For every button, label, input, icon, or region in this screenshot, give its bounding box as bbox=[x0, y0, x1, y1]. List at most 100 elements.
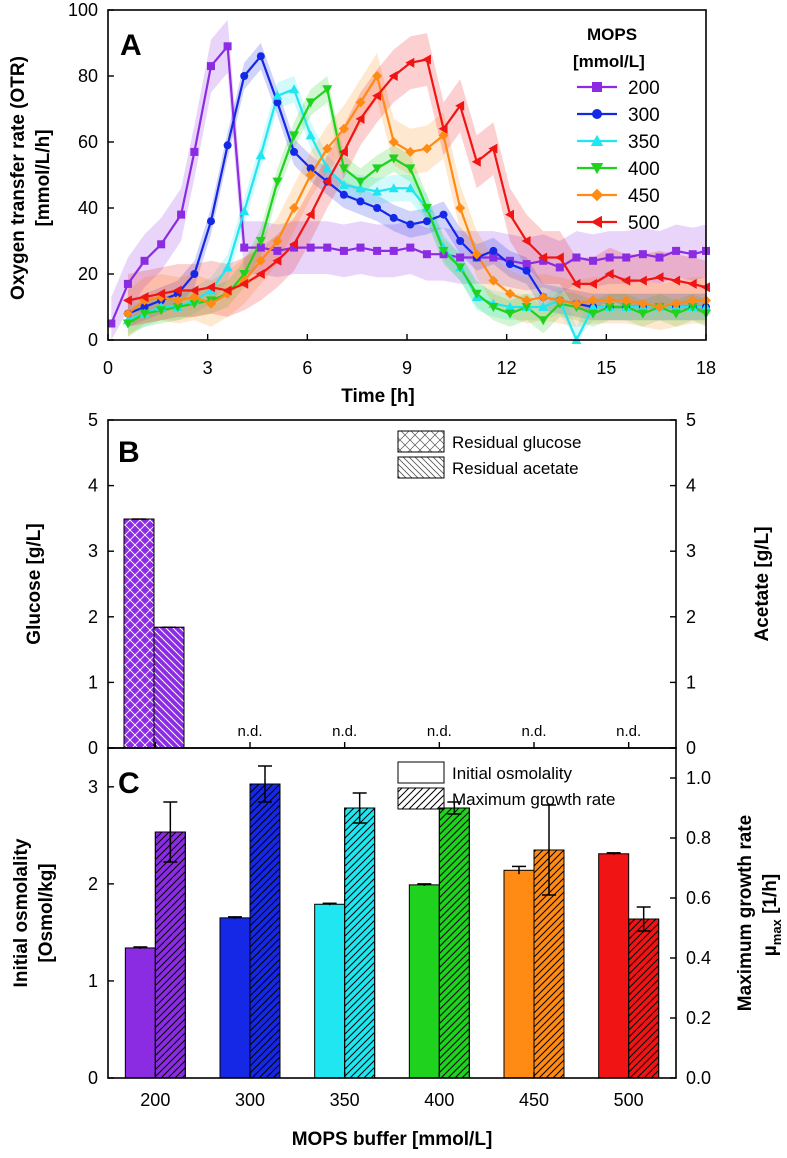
otr-point-450 bbox=[322, 143, 333, 154]
otr-point-200 bbox=[389, 246, 398, 255]
otr-point-400 bbox=[421, 204, 432, 213]
acetate-y-tick-label: 0 bbox=[686, 738, 696, 758]
otr-legend: MOPS [mmol/L] 200 300 350 400 450 500 bbox=[573, 25, 660, 234]
otr-point-500 bbox=[455, 100, 465, 111]
otr-point-450 bbox=[538, 292, 549, 303]
osmolality-plot-frame bbox=[107, 747, 677, 1079]
otr-y-tick-label: 40 bbox=[78, 198, 98, 218]
legend-label-osmolality: Initial osmolality bbox=[452, 764, 572, 783]
residual-legend: Residual glucose Residual acetate bbox=[397, 430, 581, 479]
growth-y-tick-label: 0.8 bbox=[686, 828, 711, 848]
acetate-axis-label: Acetate [g/L] bbox=[752, 526, 773, 641]
otr-point-200 bbox=[339, 246, 348, 255]
legend-label-500: 500 bbox=[628, 213, 660, 234]
otr-point-500 bbox=[122, 295, 132, 306]
otr-point-450 bbox=[571, 298, 582, 309]
otr-x-tick-label: 0 bbox=[103, 358, 113, 378]
legend-swatch-glucose-pattern bbox=[397, 430, 445, 453]
growth-bar-pattern-400 bbox=[438, 807, 470, 1079]
legend-label-200: 200 bbox=[628, 78, 660, 99]
otr-point-500 bbox=[488, 143, 498, 154]
otr-point-400 bbox=[471, 289, 482, 299]
osmolality-panel: 0 1 2 3 0.0 0.2 0.4 0.6 0.8 1.0 200 300 350 400 450 500… bbox=[11, 747, 784, 1150]
otr-point-350 bbox=[289, 84, 300, 94]
otr-point-450 bbox=[338, 123, 349, 134]
legend-swatch-osmolality bbox=[397, 761, 445, 784]
otr-point-300 bbox=[356, 197, 365, 206]
otr-y-axis-label-line1: Oxygen transfer rate (OTR) bbox=[8, 56, 29, 300]
otr-point-200 bbox=[422, 250, 431, 259]
otr-point-200 bbox=[605, 253, 614, 262]
otr-band-300 bbox=[127, 43, 706, 327]
otr-point-350 bbox=[222, 262, 233, 272]
otr-y-axis-label-line2: [mmol/L/h] bbox=[33, 129, 54, 226]
otr-point-500 bbox=[338, 146, 348, 157]
otr-point-400 bbox=[488, 303, 499, 312]
otr-point-350 bbox=[338, 179, 349, 189]
glucose-y-tick-label: 4 bbox=[88, 476, 98, 496]
otr-band-350 bbox=[127, 76, 706, 340]
not-detected-label-350: n.d. bbox=[332, 723, 357, 740]
otr-point-400 bbox=[355, 177, 366, 187]
otr-point-500 bbox=[554, 252, 564, 263]
otr-point-400 bbox=[521, 303, 532, 312]
otr-point-400 bbox=[405, 164, 416, 174]
otr-point-200 bbox=[638, 250, 647, 259]
otr-point-400 bbox=[172, 303, 183, 312]
otr-point-200 bbox=[190, 147, 199, 156]
legend-label-300: 300 bbox=[628, 105, 660, 126]
otr-point-200 bbox=[522, 260, 531, 269]
otr-point-400 bbox=[438, 246, 449, 256]
legend-title-line1: MOPS bbox=[587, 25, 637, 44]
not-detected-label-400: n.d. bbox=[427, 723, 452, 740]
otr-point-450 bbox=[172, 295, 183, 306]
otr-point-300 bbox=[240, 72, 249, 80]
otr-point-500 bbox=[687, 278, 697, 289]
otr-point-300 bbox=[422, 217, 431, 226]
legend-label-400: 400 bbox=[628, 159, 660, 180]
legend-title-line2: [mmol/L] bbox=[573, 52, 645, 71]
growth-y-tick-label: 0.0 bbox=[686, 1068, 711, 1088]
mops-x-tick-label: 500 bbox=[614, 1090, 644, 1110]
otr-band-500 bbox=[127, 33, 706, 327]
otr-point-500 bbox=[172, 285, 182, 296]
otr-point-400 bbox=[305, 98, 316, 108]
otr-point-500 bbox=[571, 278, 581, 289]
otr-point-500 bbox=[322, 176, 332, 187]
otr-point-350 bbox=[355, 183, 366, 193]
residual-panel: n.d. n.d. n.d. n.d. n.d. 0 0 1 1 2 2 3 3 4 4 5 5 B Gluc… bbox=[24, 410, 773, 758]
legend-label-acetate: Residual acetate bbox=[452, 459, 579, 478]
panel-label-a: A bbox=[120, 29, 142, 62]
osmolality-axis-label-line2: [Osmol/kg] bbox=[36, 863, 57, 962]
otr-point-300 bbox=[389, 213, 398, 222]
not-detected-label-500: n.d. bbox=[616, 723, 641, 740]
otr-point-400 bbox=[322, 85, 333, 95]
otr-point-350 bbox=[538, 302, 549, 311]
otr-point-300 bbox=[339, 190, 348, 199]
otr-point-400 bbox=[504, 309, 515, 319]
acetate-y-tick-label: 5 bbox=[686, 410, 696, 430]
otr-point-500 bbox=[272, 255, 282, 266]
otr-point-350 bbox=[205, 285, 216, 295]
otr-point-500 bbox=[189, 285, 199, 296]
otr-point-400 bbox=[122, 319, 133, 329]
otr-point-200 bbox=[672, 246, 681, 255]
growth-y-tick-label: 0.6 bbox=[686, 888, 711, 908]
otr-x-axis-label: Time [h] bbox=[341, 386, 415, 407]
otr-point-500 bbox=[156, 288, 166, 299]
otr-point-400 bbox=[272, 177, 283, 187]
otr-point-300 bbox=[373, 204, 382, 212]
osmolality-y-tick-label: 3 bbox=[88, 777, 98, 797]
otr-point-300 bbox=[505, 260, 514, 269]
legend-marker-200 bbox=[592, 82, 602, 92]
glucose-y-tick-label: 2 bbox=[88, 607, 98, 627]
otr-x-tick-label: 6 bbox=[302, 358, 312, 378]
growth-bar-pattern-500 bbox=[628, 918, 660, 1079]
growth-axis-label-line1: Maximum growth rate bbox=[735, 815, 756, 1011]
otr-point-350 bbox=[388, 183, 399, 193]
otr-point-450 bbox=[654, 302, 665, 312]
otr-point-500 bbox=[255, 269, 265, 279]
glucose-y-tick-label: 5 bbox=[88, 410, 98, 430]
otr-point-500 bbox=[405, 57, 415, 68]
